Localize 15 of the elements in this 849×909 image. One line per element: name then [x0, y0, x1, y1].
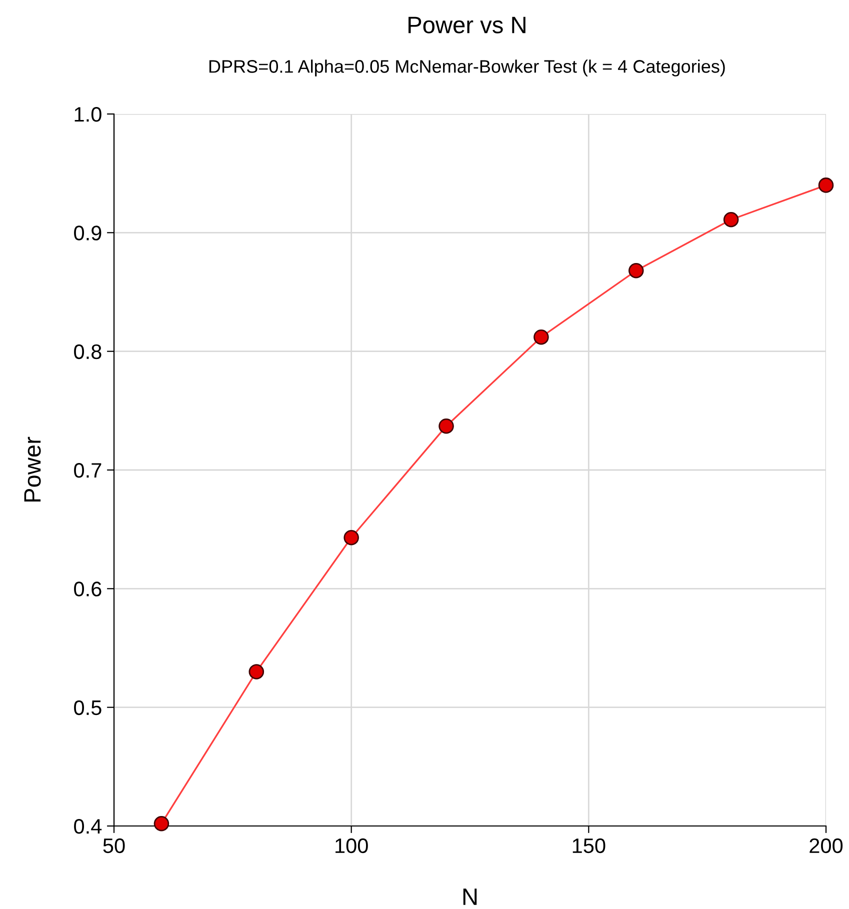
y-tick-label: 0.5 [74, 700, 102, 716]
x-tick-label: 150 [572, 838, 606, 854]
y-tick-label: 0.6 [74, 582, 102, 596]
x-tick-label: 200 [810, 838, 843, 854]
x-axis-title: N [463, 888, 477, 905]
chart-subtitle: DPRS=0.1 Alpha=0.05 McNemar-Bowker Test (k = 4 Categories) [209, 60, 725, 76]
chart-title: Power vs N [408, 16, 526, 34]
y-tick-label: 0.9 [74, 226, 102, 240]
x-tick-label: 50 [103, 838, 125, 854]
y-axis-title: Power [24, 436, 41, 502]
x-tick-label: 100 [336, 838, 368, 854]
y-tick-label: 0.7 [74, 463, 102, 478]
y-tick-label: 1.0 [74, 107, 102, 122]
y-tick-label: 0.8 [74, 344, 102, 360]
y-tick-label: 0.4 [74, 819, 102, 834]
